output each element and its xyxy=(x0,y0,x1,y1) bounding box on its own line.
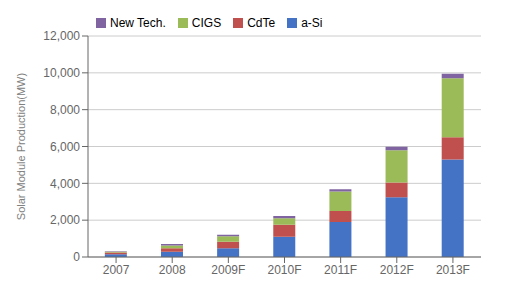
svg-text:2013F: 2013F xyxy=(436,263,470,277)
svg-text:Solar Module Production(MW): Solar Module Production(MW) xyxy=(15,73,27,220)
html-text:CdTe: CdTe xyxy=(247,16,276,30)
svg-text:2009F: 2009F xyxy=(211,263,245,277)
svg-text:0: 0 xyxy=(73,250,80,264)
svg-text:2012F: 2012F xyxy=(380,263,414,277)
svg-text:2007: 2007 xyxy=(103,263,130,277)
svg-text:8,000: 8,000 xyxy=(50,103,80,117)
svg-text:10,000: 10,000 xyxy=(43,66,80,80)
svg-text:2010F: 2010F xyxy=(267,263,301,277)
html-text:CIGS: CIGS xyxy=(191,16,222,30)
svg-text:12,000: 12,000 xyxy=(43,29,80,43)
html-text:New Tech.: New Tech. xyxy=(110,16,166,30)
html-text:a-Si: a-Si xyxy=(301,16,323,30)
svg-text:6,000: 6,000 xyxy=(50,140,80,154)
svg-text:2011F: 2011F xyxy=(324,263,357,277)
svg-text:2008: 2008 xyxy=(159,263,186,277)
svg-text:4,000: 4,000 xyxy=(50,177,80,191)
svg-text:2,000: 2,000 xyxy=(50,213,80,227)
